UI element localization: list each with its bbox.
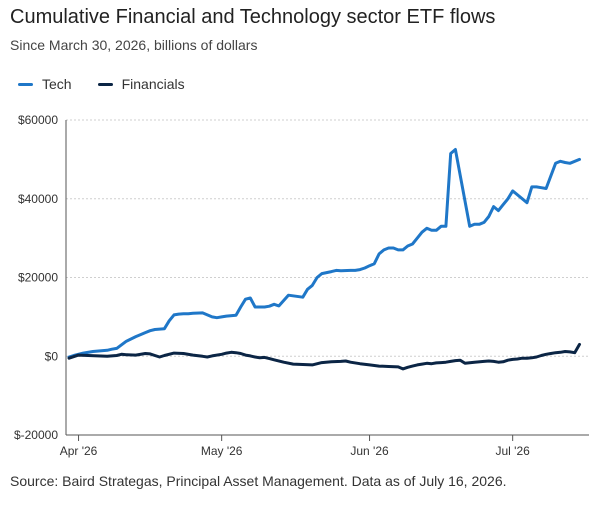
- legend: Tech Financials: [18, 76, 211, 92]
- y-tick-label: $0: [45, 349, 59, 363]
- chart-title: Cumulative Financial and Technology sect…: [10, 6, 496, 28]
- chart-subtitle: Since March 30, 2026, billions of dollar…: [10, 37, 258, 53]
- x-tick-label: Jul '26: [496, 444, 531, 458]
- legend-item-financials: Financials: [97, 76, 185, 92]
- x-tick-label: May '26: [201, 444, 243, 458]
- series-line-tech: [67, 148, 581, 359]
- legend-item-tech: Tech: [18, 76, 72, 92]
- x-tick-label: Apr '26: [60, 444, 98, 458]
- y-tick-label: $40000: [18, 192, 58, 206]
- series-line-financials: [67, 342, 581, 371]
- y-tick-label: $-20000: [14, 428, 58, 442]
- legend-label-tech: Tech: [42, 76, 72, 92]
- y-tick-label: $20000: [18, 271, 58, 285]
- source-note: Source: Baird Strategas, Principal Asset…: [10, 473, 507, 489]
- legend-swatch-financials: [97, 82, 113, 86]
- x-tick-label: Jun '26: [350, 444, 389, 458]
- legend-swatch-tech: [18, 82, 33, 86]
- legend-label-financials: Financials: [121, 76, 185, 92]
- y-tick-label: $60000: [18, 113, 58, 127]
